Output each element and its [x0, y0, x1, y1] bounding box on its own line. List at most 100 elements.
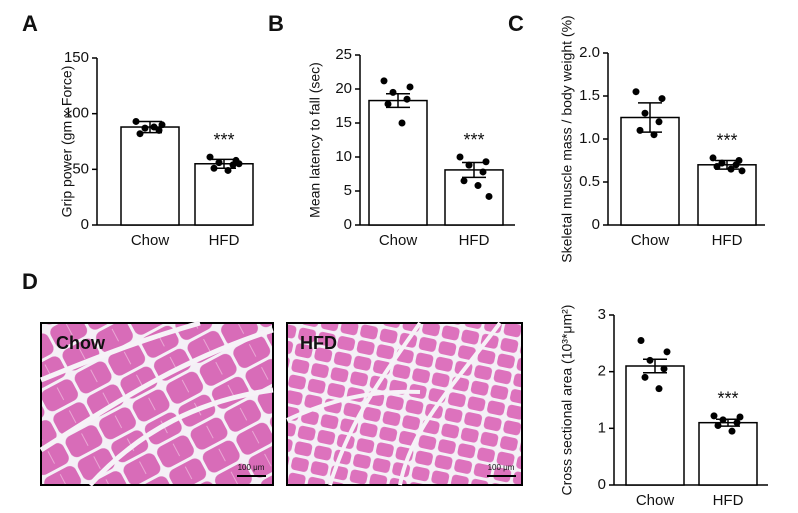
data-point: [215, 159, 223, 167]
bar: [620, 116, 680, 226]
data-point: [485, 192, 493, 200]
error-bar: [643, 358, 667, 374]
significance: ***: [717, 389, 738, 409]
data-point: [655, 385, 663, 393]
x-tick-label: Chow: [636, 492, 675, 509]
y-tick-label: 5: [344, 182, 352, 199]
data-point: [732, 161, 740, 169]
data-point: [235, 160, 243, 168]
data-point: [479, 168, 487, 176]
x-tick-label: HFD: [209, 232, 240, 249]
data-point: [380, 77, 388, 85]
bar: [194, 163, 254, 226]
y-tick-label: 1.0: [579, 130, 600, 147]
y-tick-label: 10: [335, 148, 352, 165]
significance: ***: [463, 130, 484, 150]
data-point: [646, 356, 654, 364]
y-tick-label: 20: [335, 80, 352, 97]
y-axis-label: Grip power (gm x Force): [59, 66, 75, 218]
bar: [625, 365, 685, 486]
y-tick-label: 3: [598, 306, 606, 323]
error-bar: [138, 120, 162, 134]
panel-letter: B: [268, 11, 284, 36]
chart: 0 1 2 3 Cross sectional area (10³*μm²) Chow HF…: [559, 305, 768, 509]
error-bar: [212, 158, 236, 169]
bar: [697, 164, 757, 226]
y-tick-label: 50: [72, 160, 89, 177]
data-point: [460, 177, 468, 185]
scale-bar-label: 100 μm: [488, 463, 515, 472]
data-point: [136, 130, 144, 138]
bar: [368, 99, 428, 226]
data-point: [384, 100, 392, 108]
panel-letter: D: [22, 269, 38, 294]
data-point: [403, 95, 411, 103]
y-axis-label: Skeletal muscle mass / body weight (%): [559, 15, 575, 262]
data-point: [718, 159, 726, 167]
x-tick-label: HFD: [712, 232, 743, 249]
scale-bar-label: 100 μm: [238, 463, 265, 472]
data-point: [150, 123, 158, 131]
error-bar: [716, 418, 740, 427]
significance: ***: [716, 131, 737, 151]
y-tick-label: 1.5: [579, 87, 600, 104]
data-point: [660, 365, 668, 373]
error-bar: [715, 159, 739, 170]
data-point: [474, 182, 482, 190]
bar: [444, 169, 504, 226]
bar: [120, 126, 180, 226]
data-point: [132, 117, 140, 125]
y-tick-label: 0: [81, 216, 89, 233]
micrograph-label: Chow: [56, 333, 106, 353]
micrograph: Chow 100 μm: [39, 320, 274, 487]
data-point: [158, 121, 166, 129]
y-axis-label: Mean latency to fall (sec): [307, 62, 323, 218]
y-tick-label: 15: [335, 114, 352, 131]
data-point: [658, 95, 666, 103]
data-point: [389, 88, 397, 96]
y-tick-label: 25: [335, 46, 352, 63]
data-point: [141, 124, 149, 132]
micrograph-label: HFD: [300, 333, 337, 353]
panel-letter: C: [508, 11, 524, 36]
y-tick-label: 150: [64, 49, 89, 66]
data-point: [465, 161, 473, 169]
data-point: [733, 419, 741, 427]
x-tick-label: HFD: [459, 232, 490, 249]
error-bar: [386, 93, 410, 109]
y-tick-label: 2: [598, 363, 606, 380]
data-point: [206, 153, 214, 161]
data-point: [641, 109, 649, 117]
y-tick-label: 0: [344, 216, 352, 233]
data-point: [713, 163, 721, 171]
x-tick-label: Chow: [379, 232, 418, 249]
data-point: [650, 131, 658, 139]
data-point: [229, 161, 237, 169]
y-tick-label: 100: [64, 105, 89, 122]
data-point: [655, 118, 663, 126]
y-tick-label: 0: [598, 476, 606, 493]
bar: [698, 421, 758, 486]
data-point: [406, 83, 414, 91]
y-tick-label: 0.5: [579, 173, 600, 190]
data-point: [398, 119, 406, 127]
micrograph: HFD 100 μm: [286, 321, 523, 486]
data-point: [663, 348, 671, 356]
error-bar: [462, 161, 486, 179]
data-point: [728, 427, 736, 435]
panel-letter: A: [22, 11, 38, 36]
data-point: [637, 337, 645, 344]
data-point: [632, 88, 640, 96]
y-tick-label: 0: [592, 216, 600, 233]
data-point: [641, 373, 649, 381]
chart: 0 5 10 15 20 25 Mean latency to fall (sec) Chow…: [307, 46, 515, 249]
x-tick-label: Chow: [131, 232, 170, 249]
x-tick-label: HFD: [713, 492, 744, 509]
error-bar: [638, 102, 662, 133]
data-point: [456, 153, 464, 161]
x-tick-label: Chow: [631, 232, 670, 249]
data-point: [709, 154, 717, 162]
